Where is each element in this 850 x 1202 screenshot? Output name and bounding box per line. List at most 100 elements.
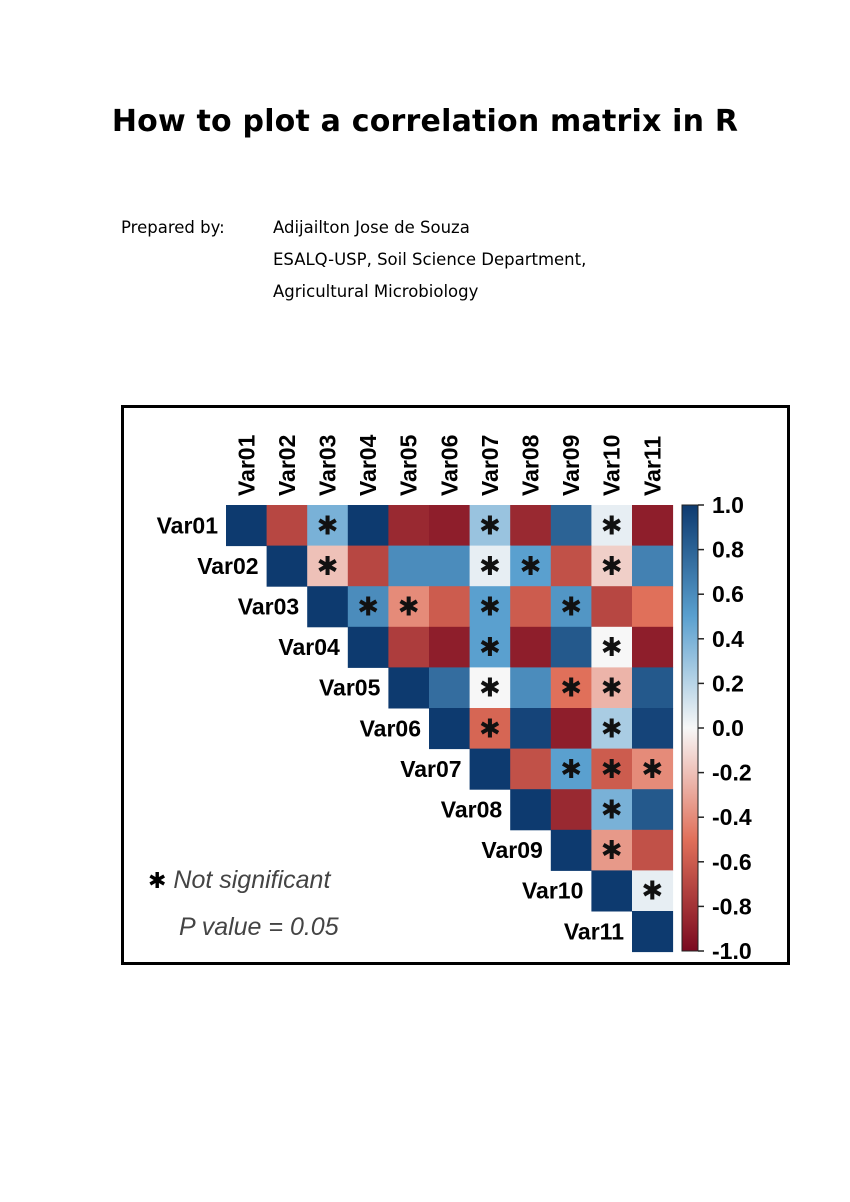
column-label: Var05 <box>396 434 422 496</box>
heatmap-cell <box>347 505 389 547</box>
colorbar-tick-label: -0.8 <box>712 893 752 919</box>
heatmap-cell <box>469 748 511 790</box>
heatmap-cell <box>510 626 552 668</box>
column-label: Var07 <box>477 435 503 496</box>
heatmap-cell <box>469 586 511 628</box>
heatmap-cell <box>347 626 389 668</box>
heatmap-cell <box>266 505 308 547</box>
heatmap-cell <box>388 626 430 668</box>
heatmap-cell <box>550 505 592 547</box>
not-significant-marker: ✱ <box>317 511 339 541</box>
not-significant-marker: ✱ <box>560 755 582 785</box>
heatmap-cell <box>510 667 552 709</box>
heatmap-cell <box>591 708 633 750</box>
heatmap-cell <box>632 911 674 953</box>
not-significant-marker: ✱ <box>560 593 582 623</box>
heatmap-cell <box>632 870 674 912</box>
heatmap-cell <box>550 789 592 831</box>
not-significant-marker: ✱ <box>479 593 501 623</box>
heatmap-cell <box>307 586 349 628</box>
colorbar-tick-label: -1.0 <box>712 938 752 962</box>
asterisk-icon: ✱ <box>148 868 167 893</box>
row-label: Var06 <box>360 715 421 741</box>
heatmap-cell <box>429 708 471 750</box>
colorbar-tick-label: 1.0 <box>712 492 744 518</box>
not-significant-marker: ✱ <box>520 552 542 582</box>
column-label: Var02 <box>274 435 300 496</box>
colorbar-tick-label: 0.4 <box>712 626 744 652</box>
not-significant-marker: ✱ <box>641 877 663 907</box>
heatmap-cell <box>591 586 633 628</box>
colorbar-tick-label: -0.2 <box>712 760 752 786</box>
heatmap-cell <box>307 505 349 547</box>
heatmap-cell <box>347 586 389 628</box>
heatmap-cell <box>632 708 674 750</box>
column-label: Var04 <box>355 434 381 496</box>
row-label: Var11 <box>564 918 624 944</box>
heatmap-cell <box>591 789 633 831</box>
author-group: Agricultural Microbiology <box>273 282 479 301</box>
column-label: Var11 <box>639 436 665 496</box>
not-significant-marker: ✱ <box>479 552 501 582</box>
row-label: Var08 <box>441 797 503 823</box>
not-significant-marker: ✱ <box>601 714 623 744</box>
heatmap-cell <box>632 829 674 871</box>
correlation-heatmap: ✱ ✱ ✱ ✱ ✱ ✱ ✱ ✱ ✱ ✱ ✱ ✱ ✱ ✱ ✱ ✱ ✱ ✱ ✱ ✱ ✱ ✱ ✱ ✱ Var01 Var02 Var03 V… <box>157 434 752 962</box>
not-significant-marker: ✱ <box>601 755 623 785</box>
heatmap-cell <box>388 586 430 628</box>
row-label: Var05 <box>319 675 381 701</box>
heatmap-cell <box>550 708 592 750</box>
column-label: Var08 <box>518 434 544 496</box>
heatmap-cell <box>632 789 674 831</box>
heatmap-cell <box>226 505 268 547</box>
not-significant-marker: ✱ <box>560 674 582 704</box>
not-significant-marker: ✱ <box>601 511 623 541</box>
row-label: Var03 <box>238 594 299 620</box>
not-significant-marker: ✱ <box>601 552 623 582</box>
heatmap-cell <box>632 748 674 790</box>
heatmap-cell <box>429 545 471 587</box>
colorbar-tick-label: -0.4 <box>712 804 752 830</box>
not-significant-marker: ✱ <box>317 552 339 582</box>
document-title: How to plot a correlation matrix in R <box>111 104 739 139</box>
row-label: Var10 <box>522 878 583 904</box>
not-significant-marker: ✱ <box>479 674 501 704</box>
heatmap-cell <box>429 626 471 668</box>
heatmap-cell <box>550 748 592 790</box>
not-significant-marker: ✱ <box>641 755 663 785</box>
colorbar <box>681 504 699 952</box>
not-significant-marker: ✱ <box>479 633 501 663</box>
heatmap-cell <box>510 748 552 790</box>
heatmap-cell <box>550 545 592 587</box>
heatmap-cell <box>510 708 552 750</box>
column-label: Var01 <box>233 434 259 496</box>
colorbar-tick-label: 0.0 <box>712 715 744 741</box>
row-label: Var02 <box>197 553 258 579</box>
heatmap-cell <box>591 829 633 871</box>
not-significant-marker: ✱ <box>601 836 623 866</box>
not-significant-marker: ✱ <box>601 633 623 663</box>
heatmap-cell <box>632 505 674 547</box>
heatmap-cell <box>510 545 552 587</box>
legend-not-significant-text: Not significant <box>173 866 331 894</box>
column-label: Var03 <box>315 435 341 496</box>
heatmap-cell <box>550 586 592 628</box>
heatmap-cell <box>469 667 511 709</box>
not-significant-marker: ✱ <box>398 593 420 623</box>
prepared-by-label: Prepared by: <box>121 218 225 237</box>
row-label: Var09 <box>481 837 542 863</box>
colorbar-tick-label: 0.8 <box>712 537 744 563</box>
heatmap-cell <box>591 626 633 668</box>
row-label: Var01 <box>157 512 219 538</box>
column-label: Var06 <box>436 435 462 496</box>
heatmap-cell <box>388 545 430 587</box>
not-significant-marker: ✱ <box>479 511 501 541</box>
heatmap-cell <box>591 870 633 912</box>
colorbar-tick-label: -0.6 <box>712 849 752 875</box>
heatmap-cell <box>591 505 633 547</box>
legend-p-value: P value = 0.05 <box>179 913 339 941</box>
heatmap-cell <box>550 626 592 668</box>
heatmap-cell <box>632 667 674 709</box>
heatmap-cell <box>591 667 633 709</box>
heatmap-cell <box>429 667 471 709</box>
